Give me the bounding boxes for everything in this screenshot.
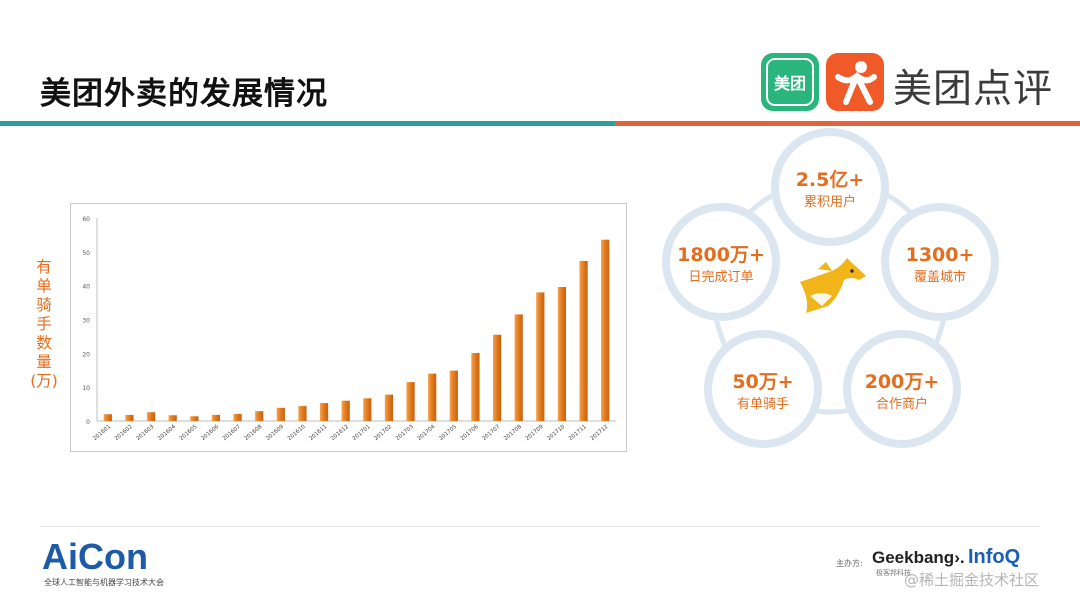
chart-bar bbox=[255, 411, 264, 421]
x-tick-label: 201606 bbox=[200, 424, 220, 442]
watermark: @稀土掘金技术社区 bbox=[904, 571, 1040, 589]
chart-bar bbox=[406, 382, 415, 421]
footer-divider bbox=[40, 526, 1040, 527]
chart-bar bbox=[492, 334, 502, 421]
x-tick-label: 201605 bbox=[179, 424, 199, 442]
chart-y-axis-label: 有单骑手数量 (万) bbox=[30, 258, 58, 390]
x-tick-label: 201612 bbox=[330, 424, 350, 442]
x-tick-label: 201611 bbox=[308, 424, 328, 442]
aicon-logo: AiCon bbox=[42, 536, 148, 577]
stat-label: 累积用户 bbox=[804, 194, 856, 210]
stat-bubble bbox=[881, 203, 999, 321]
chart-bar bbox=[319, 403, 329, 421]
stat-label: 覆盖城市 bbox=[914, 269, 966, 285]
y-tick-label: 20 bbox=[82, 351, 90, 358]
host-label: 主办方: bbox=[836, 559, 863, 568]
x-tick-label: 201706 bbox=[460, 424, 480, 442]
stat-bubble bbox=[771, 128, 889, 246]
stat-number: 2.5亿+ bbox=[796, 168, 865, 191]
x-tick-label: 201603 bbox=[135, 424, 155, 442]
chart-bar bbox=[579, 260, 588, 421]
chart-bar bbox=[103, 414, 112, 421]
chart-bar bbox=[168, 415, 177, 421]
kangaroo-icon bbox=[800, 258, 866, 313]
y-tick-label: 10 bbox=[82, 385, 90, 392]
chart-bar bbox=[341, 400, 350, 421]
x-tick-label: 201701 bbox=[352, 424, 372, 442]
stat-bubble bbox=[662, 203, 780, 321]
stat-label: 有单骑手 bbox=[737, 397, 789, 412]
x-tick-label: 201707 bbox=[481, 424, 501, 442]
x-tick-label: 201703 bbox=[395, 424, 415, 442]
x-tick-label: 201704 bbox=[417, 424, 437, 442]
riders-bar-chart: 0 10 20 30 40 50 60 201601 201602 201603 201604 201… bbox=[70, 203, 627, 452]
stat-bubble bbox=[843, 330, 961, 448]
chart-bar bbox=[557, 287, 567, 421]
meituan-logo-text: 美团 bbox=[766, 58, 814, 106]
x-tick-label: 201604 bbox=[157, 424, 177, 442]
x-tick-label: 201705 bbox=[438, 424, 458, 442]
geekbang-logo: Geekbang›. bbox=[872, 548, 965, 567]
meituan-logo: 美团 bbox=[761, 53, 819, 111]
infoq-logo: InfoQ bbox=[968, 546, 1021, 568]
stat-number: 50万+ bbox=[732, 371, 793, 393]
y-tick-label: 40 bbox=[82, 284, 90, 291]
stat-number: 1300+ bbox=[906, 244, 975, 266]
y-tick-label: 60 bbox=[82, 216, 90, 223]
chart-bar bbox=[384, 394, 394, 421]
brand-name: 美团点评 bbox=[893, 67, 1054, 112]
x-tick-label: 201602 bbox=[114, 424, 134, 442]
geekbang-subtitle: 极客邦科技 bbox=[876, 569, 911, 577]
dianping-person-icon bbox=[826, 53, 884, 111]
y-tick-label: 50 bbox=[82, 250, 90, 257]
x-tick-label: 201712 bbox=[590, 424, 610, 442]
chart-bar bbox=[233, 413, 242, 421]
x-tick-label: 201708 bbox=[503, 424, 523, 442]
title-underline-right bbox=[615, 121, 1080, 126]
chart-bar bbox=[449, 370, 458, 421]
x-tick-label: 201711 bbox=[568, 424, 588, 442]
x-tick-label: 201607 bbox=[222, 424, 242, 442]
chart-bar bbox=[125, 414, 134, 421]
stat-number: 200万+ bbox=[865, 371, 940, 393]
chart-bar bbox=[428, 373, 437, 421]
stat-bubble bbox=[704, 330, 822, 448]
aicon-subtitle: 全球人工智能与机器学习技术大会 bbox=[44, 578, 164, 587]
x-tick-label: 201609 bbox=[265, 424, 285, 442]
page-title: 美团外卖的发展情况 bbox=[40, 76, 328, 112]
stat-number: 1800万+ bbox=[677, 244, 765, 266]
x-tick-label: 201608 bbox=[244, 424, 264, 442]
chart-bar bbox=[190, 416, 199, 421]
chart-bar bbox=[363, 398, 372, 421]
chart-bar bbox=[471, 352, 480, 421]
chart-bar bbox=[514, 314, 523, 421]
chart-bar bbox=[146, 412, 156, 421]
x-tick-label: 201610 bbox=[287, 424, 307, 442]
stat-label: 日完成订单 bbox=[688, 270, 753, 285]
chart-bar bbox=[601, 239, 610, 421]
chart-bar bbox=[276, 407, 285, 421]
y-tick-label: 0 bbox=[86, 419, 90, 426]
connecting-ring bbox=[711, 177, 949, 415]
chart-bar bbox=[298, 406, 307, 421]
x-tick-label: 201601 bbox=[92, 424, 112, 442]
x-tick-label: 201702 bbox=[373, 424, 393, 442]
x-tick-label: 201709 bbox=[525, 424, 545, 442]
stat-label: 合作商户 bbox=[876, 396, 928, 412]
y-tick-label: 30 bbox=[82, 318, 90, 325]
title-underline-left bbox=[0, 121, 615, 126]
x-tick-label: 201710 bbox=[546, 424, 566, 442]
chart-bar bbox=[211, 414, 221, 421]
chart-bar bbox=[536, 292, 545, 421]
